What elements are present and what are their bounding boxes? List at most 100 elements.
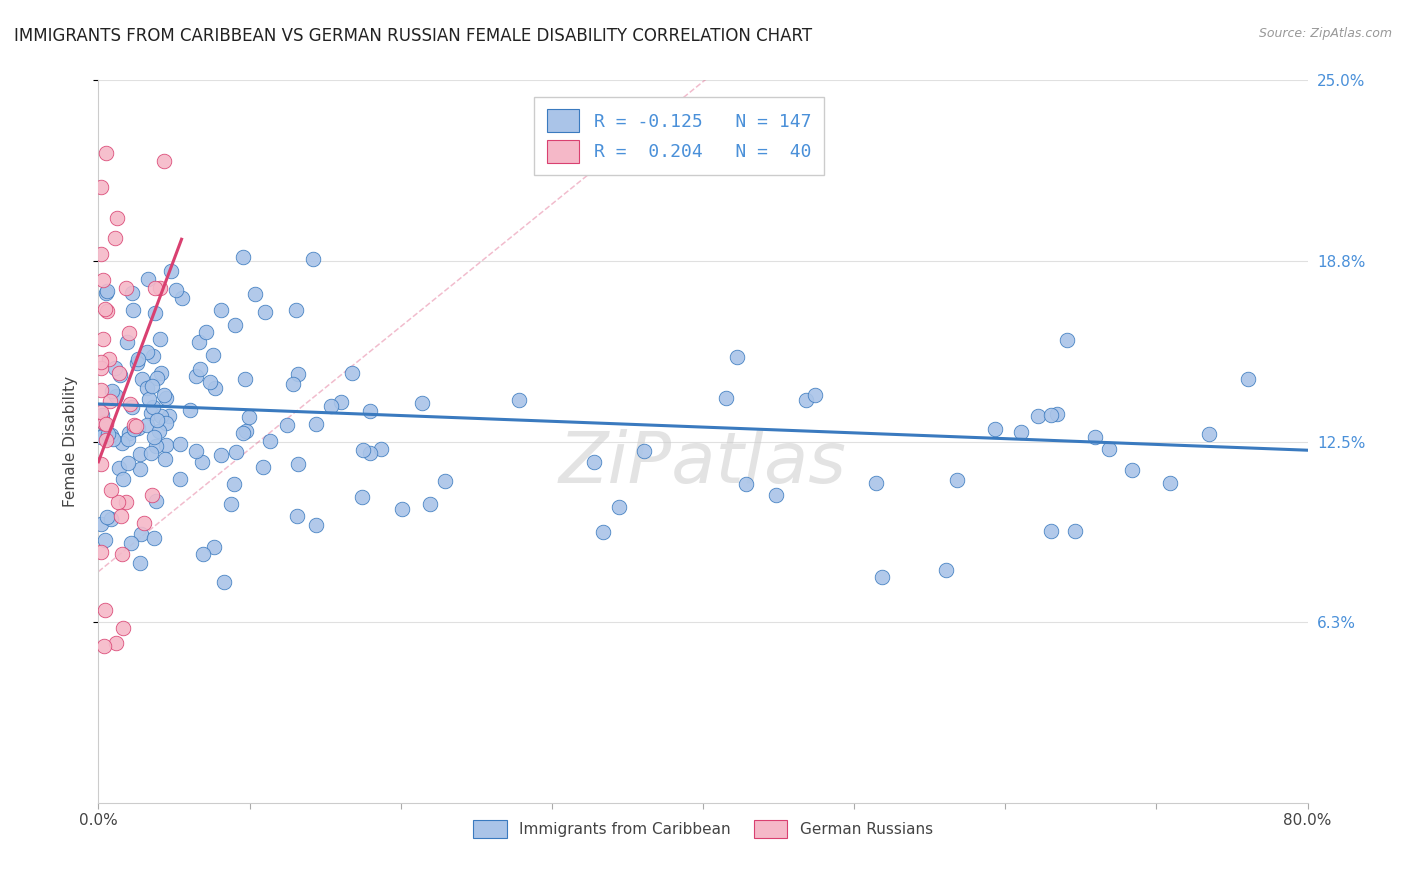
Point xyxy=(794,393,817,408)
Point xyxy=(117,457,139,471)
Point xyxy=(285,508,308,523)
Point xyxy=(105,635,128,649)
Point xyxy=(146,370,169,384)
Point xyxy=(100,511,122,525)
Point xyxy=(105,211,128,226)
Point xyxy=(209,449,232,463)
Point xyxy=(146,413,169,427)
Point xyxy=(94,533,117,548)
Point xyxy=(725,351,748,365)
Point xyxy=(254,305,277,319)
Point xyxy=(219,498,242,512)
Point xyxy=(138,392,160,406)
Point xyxy=(110,509,132,524)
Point xyxy=(122,417,145,432)
Point xyxy=(238,410,260,425)
Point xyxy=(259,434,281,448)
Point xyxy=(90,180,112,194)
Point xyxy=(352,442,374,457)
Point xyxy=(232,250,254,264)
Point xyxy=(508,392,530,407)
Point xyxy=(1237,372,1260,386)
Point xyxy=(94,301,117,316)
Point xyxy=(155,438,177,452)
Point xyxy=(165,283,187,297)
Point xyxy=(187,334,209,349)
Point xyxy=(224,318,246,333)
Point xyxy=(276,418,298,433)
Text: Source: ZipAtlas.com: Source: ZipAtlas.com xyxy=(1258,27,1392,40)
Point xyxy=(96,433,118,447)
Point xyxy=(235,424,257,438)
Point xyxy=(411,396,433,410)
Point xyxy=(136,418,159,433)
Point xyxy=(188,362,211,376)
Point xyxy=(155,391,177,405)
Point xyxy=(370,442,392,456)
Point xyxy=(633,443,655,458)
Point xyxy=(96,285,118,299)
Point xyxy=(108,368,131,383)
Point xyxy=(111,435,134,450)
Point xyxy=(149,332,172,346)
Y-axis label: Female Disability: Female Disability xyxy=(63,376,77,508)
Point xyxy=(142,349,165,363)
Point xyxy=(129,446,152,460)
Point xyxy=(121,401,143,415)
Point xyxy=(131,372,153,386)
Point xyxy=(122,422,145,436)
Point xyxy=(391,501,413,516)
Point xyxy=(252,459,274,474)
Point xyxy=(143,281,166,295)
Point xyxy=(104,231,127,245)
Point xyxy=(143,306,166,320)
Point xyxy=(100,384,122,398)
Point xyxy=(90,457,112,471)
Point xyxy=(90,384,112,398)
Point xyxy=(1010,425,1032,439)
Point xyxy=(90,355,112,369)
Point xyxy=(90,429,112,443)
Point xyxy=(93,417,115,431)
Point xyxy=(225,444,247,458)
Point xyxy=(159,264,181,278)
Point xyxy=(97,427,120,442)
Point xyxy=(91,409,114,423)
Point xyxy=(128,557,150,571)
Point xyxy=(1056,334,1078,348)
Point xyxy=(101,432,124,446)
Point xyxy=(195,325,218,339)
Point xyxy=(804,387,827,401)
Point xyxy=(107,495,129,509)
Point xyxy=(233,372,256,386)
Point xyxy=(141,446,163,460)
Point xyxy=(94,417,117,431)
Point xyxy=(865,476,887,491)
Point xyxy=(143,532,166,546)
Point xyxy=(243,286,266,301)
Point xyxy=(105,388,128,402)
Point xyxy=(716,391,738,405)
Point xyxy=(735,477,758,491)
Point xyxy=(1039,409,1062,423)
Point xyxy=(150,366,173,380)
Point xyxy=(98,393,121,408)
Point xyxy=(118,326,141,341)
Point xyxy=(125,419,148,434)
Point xyxy=(350,490,373,504)
Point xyxy=(91,273,114,287)
Point xyxy=(342,366,364,380)
Point xyxy=(118,425,141,440)
Point xyxy=(209,303,232,318)
Point xyxy=(305,417,328,431)
Point xyxy=(202,540,225,554)
Point xyxy=(94,286,117,301)
Point xyxy=(433,474,456,488)
Point xyxy=(281,377,304,392)
Point xyxy=(287,458,309,472)
Point xyxy=(765,488,787,502)
Point xyxy=(93,426,115,441)
Point xyxy=(302,252,325,267)
Point xyxy=(872,570,894,584)
Point xyxy=(946,473,969,487)
